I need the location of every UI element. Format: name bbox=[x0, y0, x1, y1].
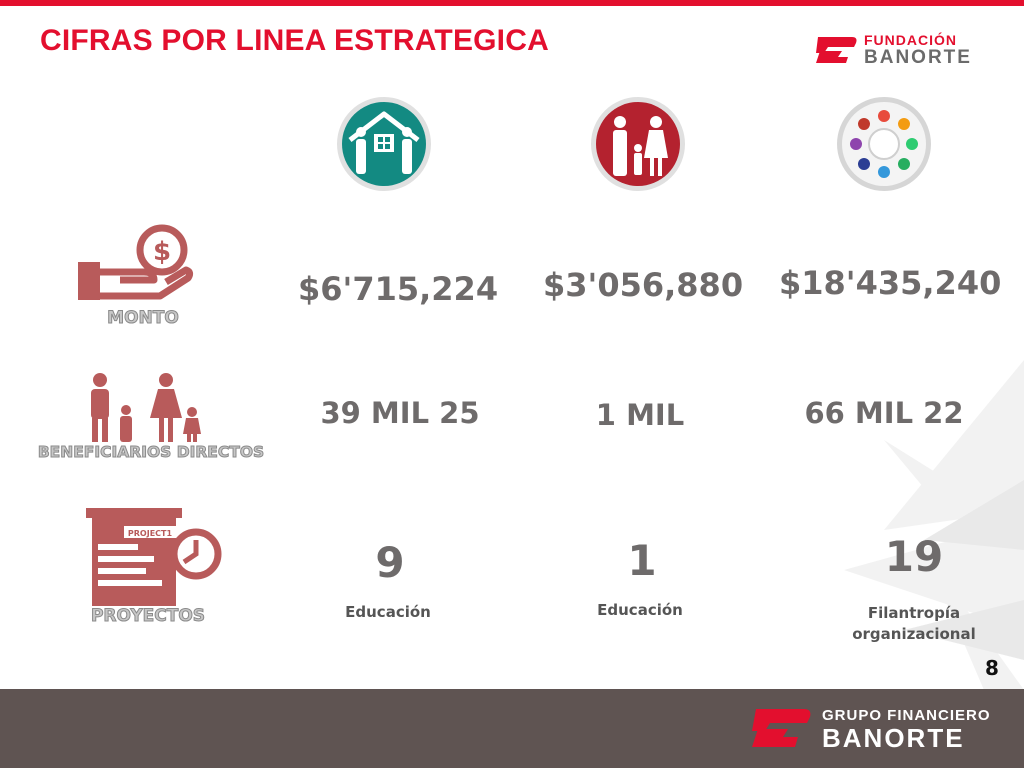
project-tag: PROJECT1 bbox=[128, 529, 173, 538]
family-home-icon bbox=[337, 97, 431, 191]
row-label-proyectos: PROYECTOS bbox=[90, 606, 206, 627]
monto-value-3: $18'435,240 bbox=[779, 264, 1002, 302]
svg-text:$: $ bbox=[153, 237, 171, 267]
monto-value-1: $6'715,224 bbox=[298, 270, 499, 308]
row-label-monto: MONTO bbox=[107, 308, 180, 329]
beneficiarios-value-1: 39 MIL 25 bbox=[320, 396, 480, 430]
proyectos-value-1: 9 bbox=[375, 538, 405, 587]
row-label-beneficiarios: BENEFICIARIOS DIRECTOS bbox=[37, 443, 265, 462]
community-circle-icon bbox=[837, 97, 931, 191]
monto-value-2: $3'056,880 bbox=[543, 266, 744, 304]
top-accent-bar bbox=[0, 0, 1024, 6]
logo-line2: BANORTE bbox=[864, 47, 972, 68]
logo-line1: FUNDACIÓN bbox=[864, 32, 957, 48]
proyectos-caption-3: Filantropía organizacional bbox=[852, 604, 976, 643]
page-number: 8 bbox=[985, 656, 999, 680]
footer-line1: GRUPO FINANCIERO bbox=[822, 707, 991, 724]
family-icon bbox=[591, 97, 685, 191]
proyectos-value-3: 19 bbox=[884, 532, 944, 581]
footer-wordmark: GRUPO FINANCIERO BANORTE bbox=[822, 708, 991, 751]
banorte-logo-icon bbox=[816, 37, 857, 63]
background-pattern bbox=[844, 360, 1024, 690]
footer-line2: BANORTE bbox=[822, 723, 965, 753]
people-icon bbox=[91, 373, 201, 442]
beneficiarios-value-2: 1 MIL bbox=[595, 398, 685, 432]
proyectos-caption-1: Educación bbox=[345, 603, 431, 621]
proyectos-value-2: 1 bbox=[627, 536, 657, 585]
money-hand-icon: $ bbox=[78, 224, 194, 300]
banorte-footer-logo-icon bbox=[752, 709, 811, 747]
fundacion-banorte-logo: FUNDACIÓN BANORTE bbox=[812, 30, 992, 70]
beneficiarios-value-3: 66 MIL 22 bbox=[804, 396, 964, 430]
project-clock-icon: PROJECT1 bbox=[86, 508, 222, 606]
footer-bar: GRUPO FINANCIERO BANORTE bbox=[0, 689, 1024, 768]
proyectos-caption-2: Educación bbox=[597, 601, 683, 619]
page-title: CIFRAS POR LINEA ESTRATEGICA bbox=[40, 24, 549, 57]
